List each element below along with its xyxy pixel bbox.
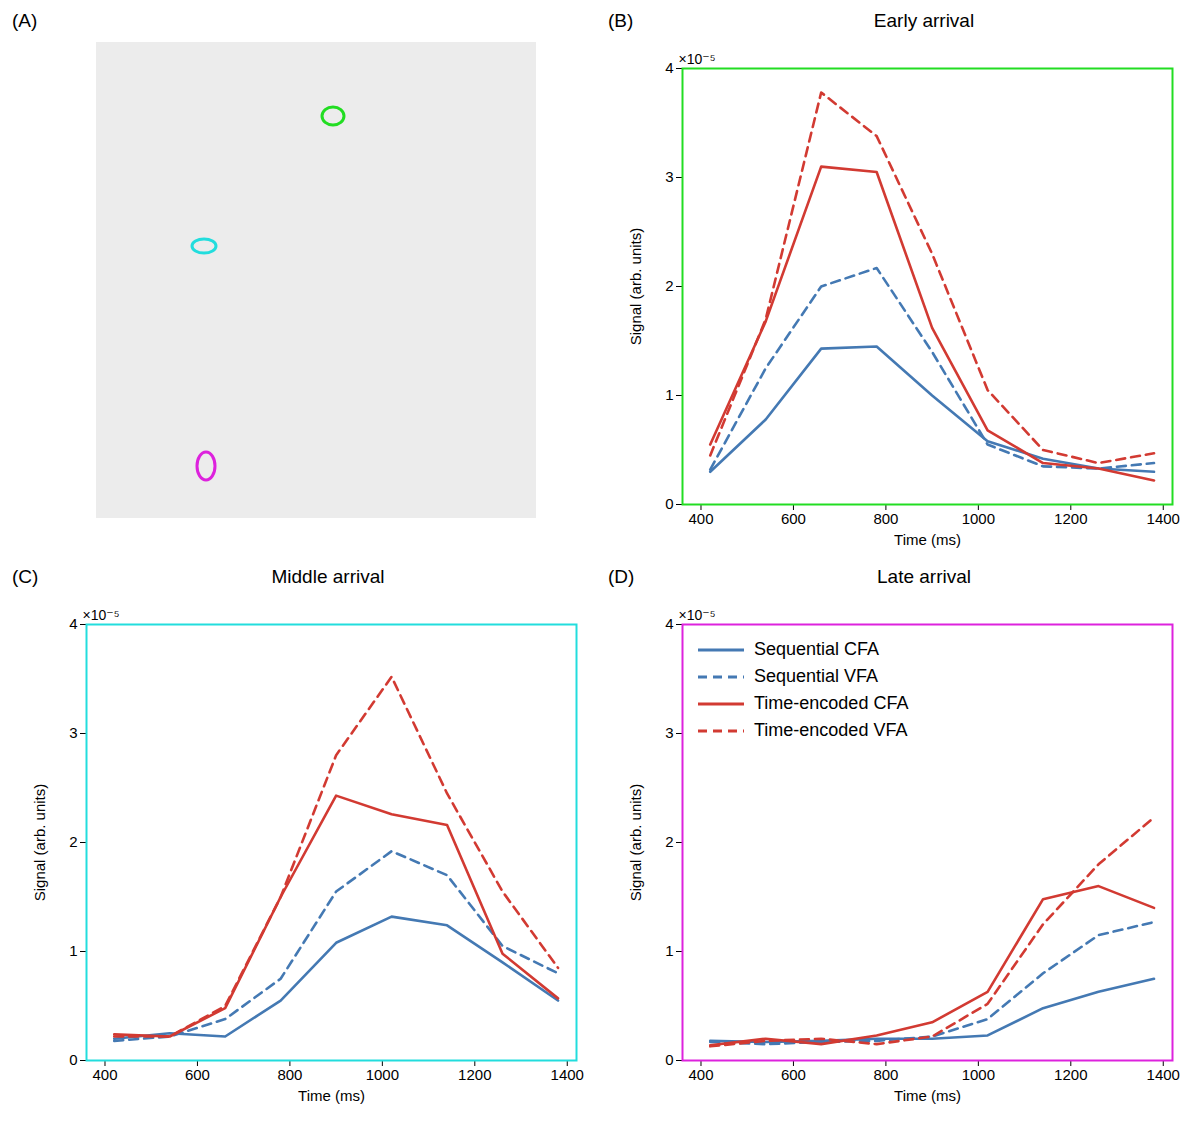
html-text:(D): (D) [608, 566, 635, 587]
html-text:(B): (B) [608, 10, 634, 31]
svg-text:1000: 1000 [962, 1066, 995, 1083]
svg-text:0: 0 [69, 1051, 77, 1068]
svg-text:600: 600 [185, 1066, 210, 1083]
svg-text:4: 4 [665, 59, 673, 76]
svg-text:Time (ms): Time (ms) [894, 1087, 961, 1104]
svg-text:Time (ms): Time (ms) [894, 531, 961, 548]
svg-text:1400: 1400 [551, 1066, 584, 1083]
svg-text:×10⁻⁵: ×10⁻⁵ [83, 607, 120, 623]
svg-text:400: 400 [92, 1066, 117, 1083]
svg-text:800: 800 [277, 1066, 302, 1083]
svg-text:1000: 1000 [366, 1066, 399, 1083]
html-text:Time-encoded CFA: Time-encoded CFA [754, 693, 909, 713]
svg-text:1000: 1000 [962, 510, 995, 527]
svg-text:4: 4 [69, 615, 77, 632]
svg-text:1200: 1200 [1054, 1066, 1087, 1083]
html-text:Sequential VFA: Sequential VFA [754, 666, 879, 686]
svg-text:0: 0 [665, 495, 673, 512]
svg-text:×10⁻⁵: ×10⁻⁵ [679, 51, 716, 67]
svg-text:4: 4 [665, 615, 673, 632]
svg-text:400: 400 [688, 1066, 713, 1083]
html-text:Early arrival: Early arrival [873, 10, 975, 31]
svg-text:2: 2 [69, 833, 77, 850]
svg-text:Time (ms): Time (ms) [298, 1087, 365, 1104]
svg-text:0: 0 [665, 1051, 673, 1068]
svg-text:3: 3 [665, 168, 673, 185]
svg-text:400: 400 [688, 510, 713, 527]
svg-text:1: 1 [665, 942, 673, 959]
svg-text:600: 600 [781, 1066, 806, 1083]
svg-text:1: 1 [665, 386, 673, 403]
html-text:Time-encoded VFA: Time-encoded VFA [754, 720, 908, 740]
svg-text:1200: 1200 [1054, 510, 1087, 527]
html-text:(A): (A) [12, 10, 38, 31]
svg-text:600: 600 [781, 510, 806, 527]
svg-text:1400: 1400 [1147, 1066, 1180, 1083]
svg-text:×10⁻⁵: ×10⁻⁵ [679, 607, 716, 623]
html-text:(C): (C) [12, 566, 39, 587]
svg-text:2: 2 [665, 833, 673, 850]
html-text:Middle arrival: Middle arrival [271, 566, 385, 587]
svg-text:1200: 1200 [458, 1066, 491, 1083]
svg-text:Signal (arb. units): Signal (arb. units) [627, 784, 644, 902]
svg-text:800: 800 [873, 1066, 898, 1083]
svg-text:3: 3 [69, 724, 77, 741]
svg-text:2: 2 [665, 277, 673, 294]
svg-text:1: 1 [69, 942, 77, 959]
svg-text:Signal (arb. units): Signal (arb. units) [627, 228, 644, 346]
svg-text:3: 3 [665, 724, 673, 741]
svg-text:1400: 1400 [1147, 510, 1180, 527]
html-text:Sequential CFA: Sequential CFA [754, 639, 880, 659]
svg-text:Signal (arb. units): Signal (arb. units) [31, 784, 48, 902]
svg-text:800: 800 [873, 510, 898, 527]
html-text:Late arrival: Late arrival [877, 566, 971, 587]
